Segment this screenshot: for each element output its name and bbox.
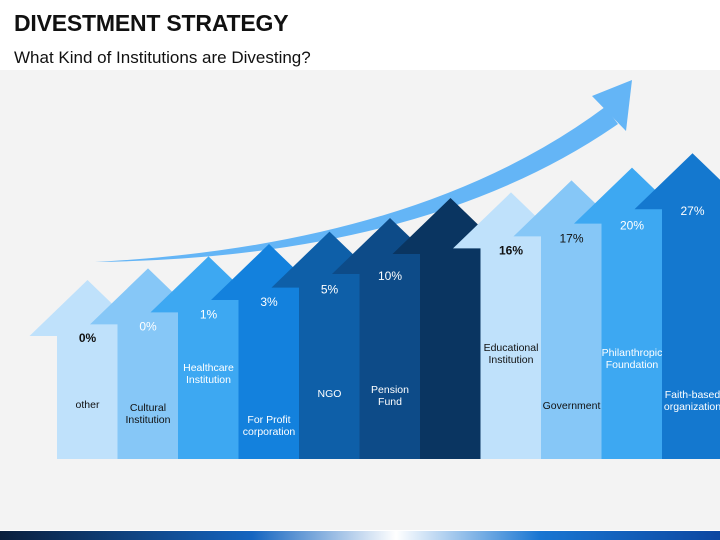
category-label: Educational bbox=[484, 342, 539, 354]
bar-arrow-7: 17% Government bbox=[513, 180, 630, 459]
value-label: 27% bbox=[680, 204, 704, 218]
bar-arrow-0: 0% other bbox=[29, 280, 146, 459]
bar bbox=[453, 192, 569, 459]
bar bbox=[29, 280, 146, 459]
value-label: 16% bbox=[499, 243, 523, 257]
footer-band bbox=[0, 531, 720, 540]
category-label: Institution bbox=[126, 414, 171, 426]
bar-arrow-4: 5% NGO bbox=[271, 231, 388, 459]
bar bbox=[332, 218, 448, 459]
value-label: 3% bbox=[260, 295, 278, 309]
category-label: NGO bbox=[318, 388, 342, 400]
page-subtitle: What Kind of Institutions are Divesting? bbox=[14, 48, 311, 67]
bar bbox=[574, 167, 690, 459]
category-label: Government bbox=[543, 400, 601, 412]
bar bbox=[271, 231, 388, 459]
category-label: Institution bbox=[186, 374, 231, 386]
value-label: 17% bbox=[559, 231, 583, 245]
bar bbox=[211, 244, 327, 459]
category-label: Faith-based bbox=[665, 389, 720, 401]
category-label: Pension bbox=[371, 384, 409, 396]
category-label: other bbox=[76, 399, 100, 411]
trend-arrow-layer bbox=[95, 80, 632, 262]
category-label: Cultural bbox=[130, 402, 166, 414]
trend-arrow-head bbox=[592, 80, 632, 131]
bar bbox=[513, 180, 630, 459]
page-title: DIVESTMENT STRATEGY bbox=[14, 10, 289, 36]
separator-arrow-shape bbox=[392, 198, 509, 459]
category-label: For Profit bbox=[247, 414, 290, 426]
category-label: Foundation bbox=[606, 359, 659, 371]
value-label: 5% bbox=[321, 283, 339, 297]
trend-arrow-body bbox=[95, 107, 618, 262]
arrow-bar-chart: 0%other0%CulturalInstitution1%Healthcare… bbox=[29, 80, 720, 459]
category-label: corporation bbox=[243, 426, 296, 438]
bar bbox=[90, 268, 206, 459]
value-label: 10% bbox=[378, 269, 402, 283]
category-label: Philanthropic bbox=[602, 347, 663, 359]
category-label: Institution bbox=[489, 354, 534, 366]
category-label: Healthcare bbox=[183, 362, 234, 374]
separator-arrow bbox=[392, 198, 509, 459]
bars-layer: 0%other0%CulturalInstitution1%Healthcare… bbox=[29, 153, 720, 459]
bar bbox=[150, 256, 267, 459]
value-label: 1% bbox=[200, 307, 218, 321]
category-label: organization bbox=[664, 401, 720, 413]
category-label: Fund bbox=[378, 396, 402, 408]
value-label: 20% bbox=[620, 219, 644, 233]
value-label: 0% bbox=[139, 319, 157, 333]
bar bbox=[634, 153, 720, 459]
value-label: 0% bbox=[79, 331, 97, 345]
